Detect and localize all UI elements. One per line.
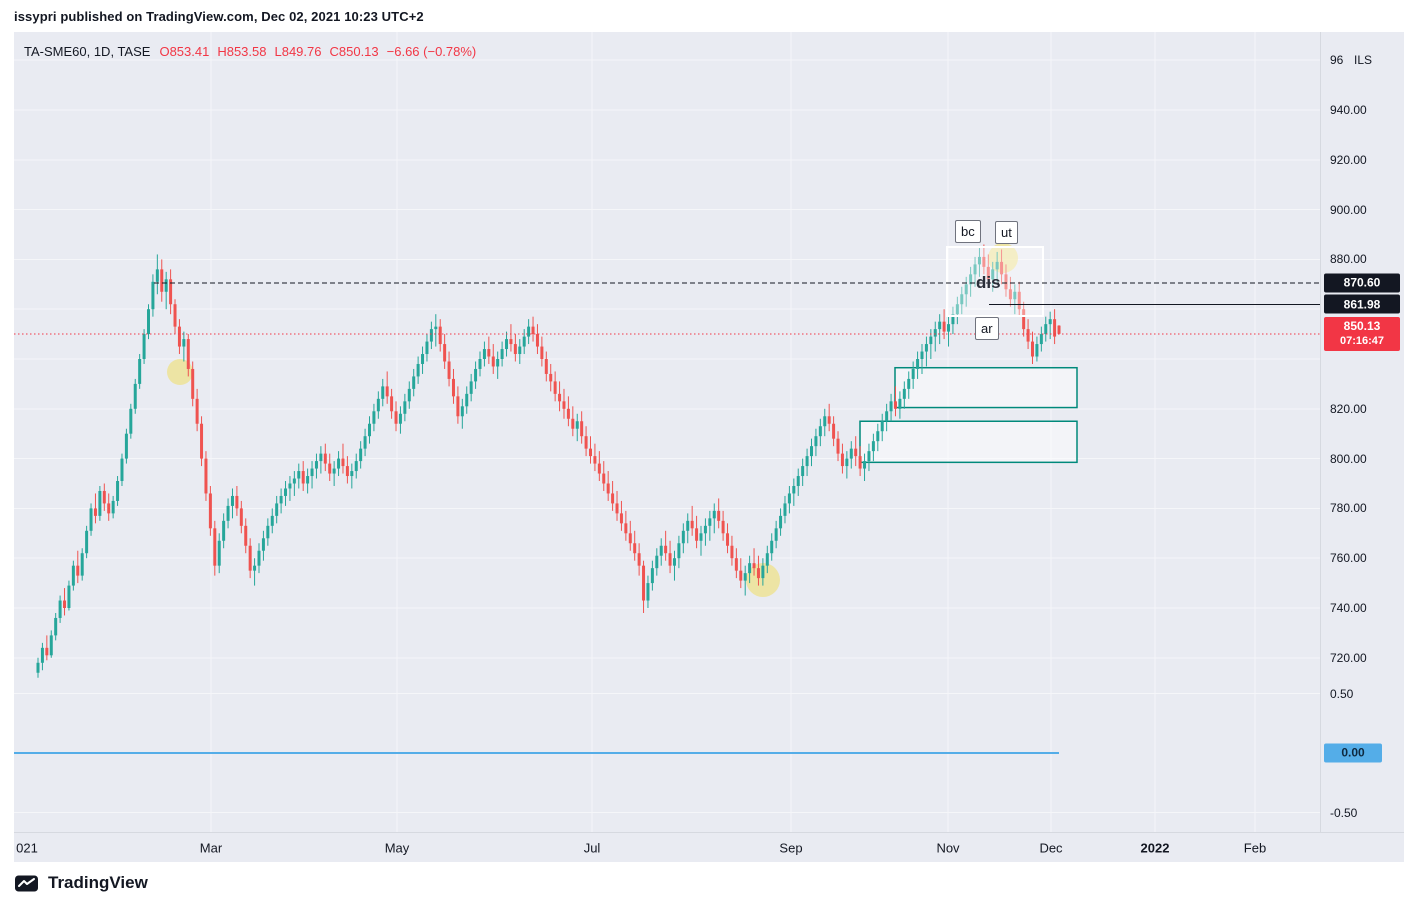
tradingview-brand-link[interactable]: TradingView: [48, 873, 148, 892]
price-badge-level-862: 861.98: [1324, 294, 1400, 314]
price-tick-900.00: 900.00: [1330, 202, 1367, 217]
legend-low-value: 849.76: [281, 44, 322, 59]
time-label-Jul: Jul: [583, 840, 601, 856]
price-badge-indicator-value: 0.00: [1324, 743, 1382, 763]
time-label-May: May: [384, 840, 410, 856]
time-label-Dec: Dec: [1039, 840, 1063, 856]
price-tick-760.00: 760.00: [1330, 551, 1367, 566]
legend-close-value: 850.13: [338, 44, 379, 59]
time-axis[interactable]: 021 Mar May Jul Sep Nov Dec 2022 Feb: [14, 832, 1404, 863]
price-badge-level-870: 870.60: [1324, 273, 1400, 293]
symbol-legend[interactable]: TA-SME60, 1D, TASE O853.41 H853.58 L849.…: [24, 44, 476, 59]
legend-ohlc: O853.41 H853.58 L849.76 C850.13 −6.66 (−…: [159, 44, 476, 59]
price-badge-last-price: 850.13 07:16:47: [1324, 316, 1400, 351]
legend-change: −6.66 (−0.78%): [386, 44, 477, 59]
time-label-Feb: Feb: [1243, 840, 1267, 856]
legend-high-value: 853.58: [226, 44, 267, 59]
time-label-Nov: Nov: [936, 840, 960, 856]
price-tick-720.00: 720.00: [1330, 650, 1367, 665]
time-label-Sep: Sep: [779, 840, 803, 856]
legend-high-label: H: [217, 44, 227, 59]
price-tick-920.00: 920.00: [1330, 152, 1367, 167]
price-tick-820.00: 820.00: [1330, 401, 1367, 416]
chart-canvas[interactable]: [14, 32, 1320, 832]
price-tick-740.00: 740.00: [1330, 601, 1367, 615]
legend-low-label: L: [274, 44, 282, 59]
grid-lines: [14, 32, 1320, 832]
price-tick-780.00: 780.00: [1330, 501, 1367, 516]
candlesticks: [36, 244, 1061, 678]
price-tick-800.00: 800.00: [1330, 451, 1367, 466]
legend-symbol-text: TA-SME60, 1D, TASE: [24, 44, 151, 59]
legend-open-label: O: [159, 44, 170, 59]
footer: TradingView: [0, 862, 1418, 904]
price-tick-96: 96: [1330, 53, 1344, 68]
price-tick-880.00: 880.00: [1330, 252, 1367, 267]
chart-area: TA-SME60, 1D, TASE O853.41 H853.58 L849.…: [14, 32, 1404, 862]
legend-close-label: C: [329, 44, 339, 59]
legend-open-value: 853.41: [169, 44, 210, 59]
time-label-Mar: Mar: [199, 840, 223, 856]
tradingview-logo-icon: [15, 875, 38, 891]
currency-label: ILS: [1354, 53, 1373, 68]
focus-box[interactable]: [946, 246, 1044, 317]
time-label-2022: 2022: [1140, 840, 1170, 856]
publish-info: issypri published on TradingView.com, De…: [14, 8, 424, 24]
time-label-021: 021: [16, 840, 38, 856]
indicator-tick-0.50: 0.50: [1330, 686, 1354, 701]
indicator-tick--0.50: -0.50: [1330, 805, 1358, 820]
supply-demand-zones[interactable]: [859, 366, 1078, 464]
price-tick-940.00: 940.00: [1330, 103, 1367, 117]
price-levels[interactable]: [14, 282, 1320, 335]
price-axis[interactable]: 96 940.00 920.00 900.00 880.00 820.00 800.00 78…: [1320, 32, 1405, 832]
